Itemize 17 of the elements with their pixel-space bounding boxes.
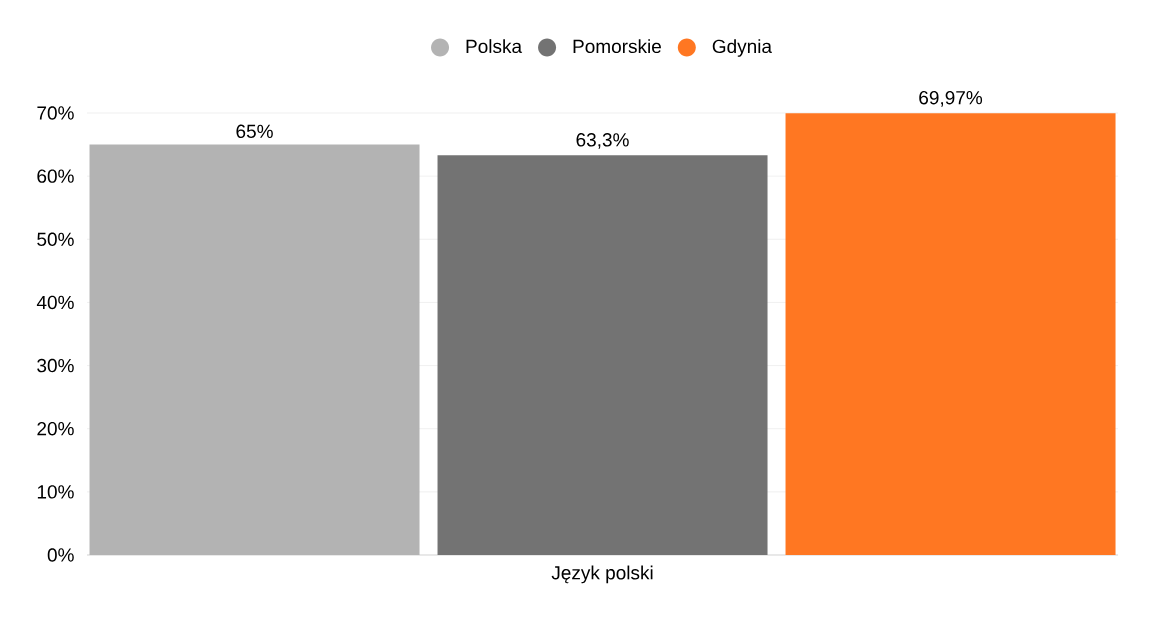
legend-label: Pomorskie [573, 39, 661, 54]
bar [437, 155, 768, 555]
data-label: 63,3% [576, 133, 629, 149]
y-tick-label: 70% [37, 106, 74, 120]
y-tick-label: 20% [37, 421, 74, 436]
y-tick-label: 0% [47, 548, 74, 562]
data-label: 69,97% [919, 90, 983, 107]
y-tick-label: 50% [37, 232, 74, 247]
y-tick-label: 40% [36, 295, 74, 310]
y-tick-label: 60% [37, 169, 74, 183]
y-tick-label: 30% [37, 358, 74, 373]
bar [785, 113, 1116, 555]
y-tick-label: 10% [37, 485, 74, 499]
legend-label: Gdynia [712, 39, 773, 57]
legend-label: Polska [466, 39, 523, 54]
x-tick-label: Język polski [551, 565, 653, 584]
data-label: 65% [236, 124, 273, 139]
